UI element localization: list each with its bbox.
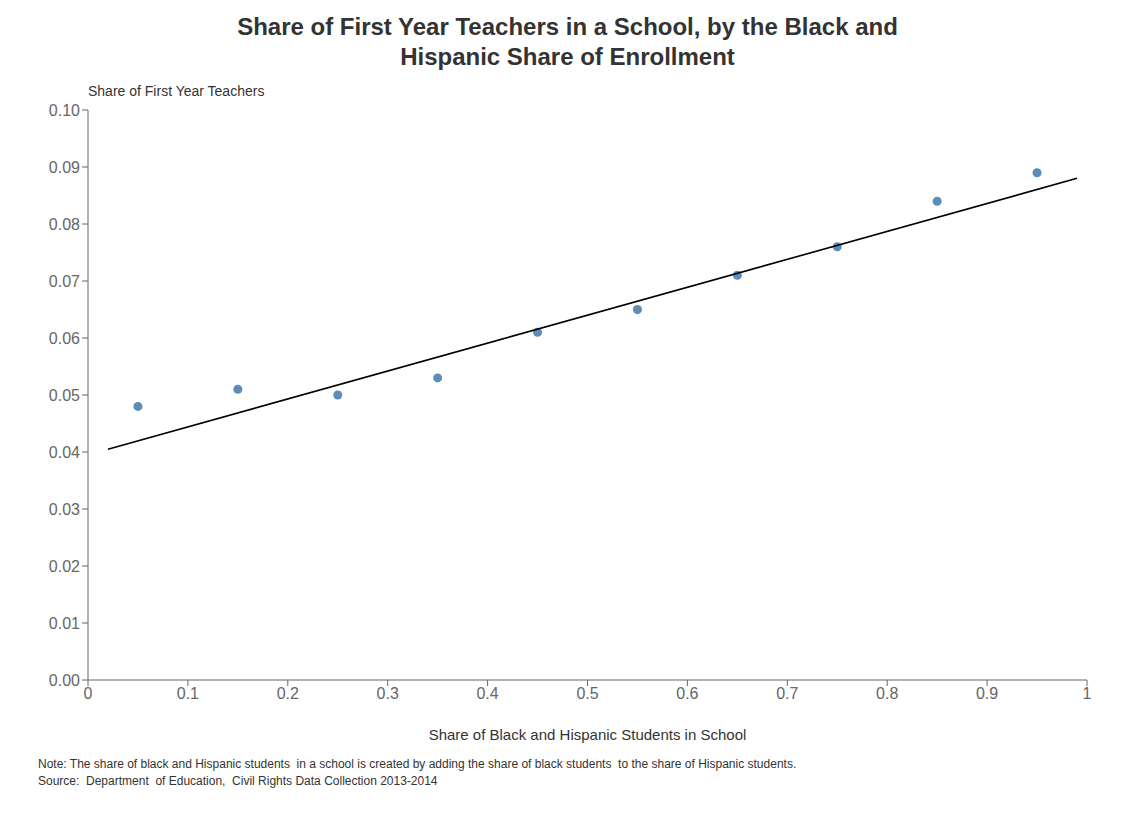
svg-text:Share of Black and Hispanic St: Share of Black and Hispanic Students in … xyxy=(429,726,747,743)
html-text:Share of First Year Teachers i: Share of First Year Teachers in a School… xyxy=(237,13,898,40)
svg-text:1: 1 xyxy=(1083,685,1092,702)
svg-text:0: 0 xyxy=(84,685,93,702)
html-text:Note: The share of black and H: Note: The share of black and Hispanic st… xyxy=(38,757,797,771)
html-text:Hispanic Share of Enrollment: Hispanic Share of Enrollment xyxy=(400,43,735,70)
svg-text:0.01: 0.01 xyxy=(49,615,80,632)
svg-text:0.05: 0.05 xyxy=(49,387,80,404)
html-text:Share of First Year Teachers: Share of First Year Teachers xyxy=(88,83,265,99)
svg-text:0.2: 0.2 xyxy=(277,685,299,702)
svg-text:0.3: 0.3 xyxy=(377,685,399,702)
svg-text:0.7: 0.7 xyxy=(776,685,798,702)
svg-text:0.8: 0.8 xyxy=(876,685,898,702)
svg-text:0.6: 0.6 xyxy=(676,685,698,702)
svg-text:0.1: 0.1 xyxy=(177,685,199,702)
svg-text:0.03: 0.03 xyxy=(49,501,80,518)
svg-text:0.08: 0.08 xyxy=(49,216,80,233)
svg-text:0.07: 0.07 xyxy=(49,273,80,290)
svg-text:0.10: 0.10 xyxy=(49,102,80,119)
svg-text:0.9: 0.9 xyxy=(976,685,998,702)
svg-text:0.02: 0.02 xyxy=(49,558,80,575)
svg-text:0.09: 0.09 xyxy=(49,159,80,176)
svg-text:0.00: 0.00 xyxy=(49,672,80,689)
svg-text:0.4: 0.4 xyxy=(476,685,498,702)
svg-text:0.04: 0.04 xyxy=(49,444,80,461)
svg-text:0.5: 0.5 xyxy=(576,685,598,702)
svg-text:0.06: 0.06 xyxy=(49,330,80,347)
html-text:Source: Department of Educatio: Source: Department of Education, Civil R… xyxy=(38,774,438,788)
